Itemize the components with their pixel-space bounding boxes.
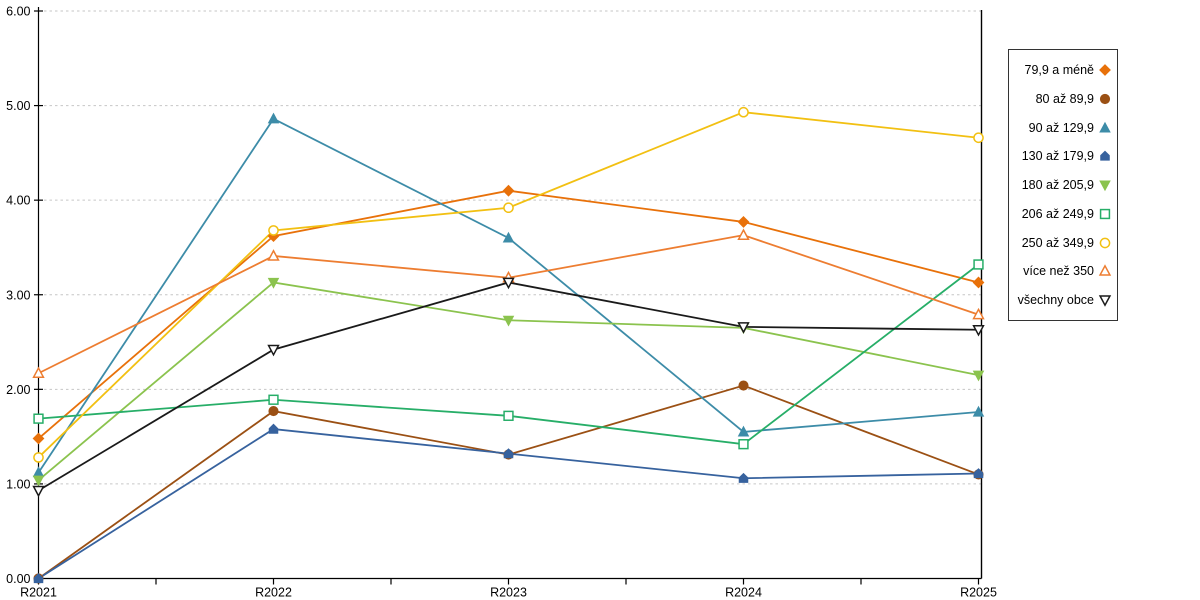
data-point-80-a-89-9-R2024: [738, 380, 749, 391]
triangle-up-marker-icon: [1098, 264, 1112, 277]
legend-item: všechny obce: [1011, 293, 1112, 307]
data-point-250-a-349-9-R2022: [268, 225, 279, 236]
y-tick-label: 1.00: [6, 477, 30, 491]
triangle-up-glyph: [1099, 121, 1111, 133]
data-point-79-9-a-m-n--R2021: [32, 432, 45, 445]
data-point-v-ce-ne-350-R2025: [972, 307, 985, 320]
circle-glyph: [1099, 237, 1111, 248]
legend-item: 80 až 89,9: [1011, 92, 1112, 106]
data-point-250-a-349-9-R2023: [503, 202, 514, 214]
legend-item-label: 130 až 179,9: [1021, 149, 1094, 164]
x-tick-label: R2023: [490, 586, 527, 600]
y-tick-label: 2.00: [6, 383, 30, 397]
triangle-down-marker-icon: [1098, 295, 1112, 307]
series-line-v-ce-ne-350: [38, 234, 979, 375]
data-point-130-a-179-9-R2025: [973, 468, 984, 479]
data-point-90-a-129-9-R2025: [972, 405, 985, 417]
legend-item-label: 180 až 205,9: [1021, 178, 1094, 192]
data-point-v-echny-obce-R2023: [502, 277, 515, 290]
data-point-v-echny-obce-R2025: [972, 324, 985, 337]
x-tick-label: R2024: [725, 586, 762, 600]
legend-item: 79,9 a méně: [1011, 63, 1112, 77]
triangle-down-glyph: [1098, 295, 1112, 307]
data-point-130-a-179-9-R2023: [503, 448, 514, 459]
circle-marker-icon: [1099, 93, 1111, 104]
legend-item: 206 až 249,9: [1011, 207, 1112, 221]
data-point-180-a-205-9-R2025: [972, 370, 985, 382]
circle-glyph: [1099, 93, 1111, 104]
legend-item-label: všechny obce: [1017, 293, 1094, 307]
x-tick-label: R2022: [255, 586, 292, 600]
square-glyph: [1099, 208, 1111, 219]
y-tick-label: 5.00: [6, 99, 30, 113]
data-point-250-a-349-9-R2025: [973, 132, 984, 144]
legend-item: 130 až 179,9: [1011, 149, 1112, 163]
legend-item-label: 206 až 249,9: [1021, 206, 1094, 221]
diamond-glyph: [1099, 64, 1111, 76]
y-tick-label: 0.00: [6, 572, 30, 586]
data-point-180-a-205-9-R2021: [32, 475, 45, 487]
data-point-79-9-a-m-n--R2025: [972, 276, 985, 289]
data-point-80-a-89-9-R2022: [268, 406, 279, 417]
data-point-79-9-a-m-n--R2023: [502, 184, 515, 197]
data-point-206-a-249-9-R2023: [503, 410, 514, 421]
diamond-marker-icon: [1099, 64, 1111, 76]
pentagon-marker-icon: [1100, 150, 1110, 161]
data-point-206-a-249-9-R2021: [33, 413, 44, 424]
legend: 79,9 a méně 80 až 89,9 90 až 129,9 130 až 1…: [1008, 49, 1118, 321]
triangle-up-marker-icon: [1099, 121, 1111, 133]
data-point-180-a-205-9-R2023: [502, 315, 515, 327]
data-point-130-a-179-9-R2021: [33, 573, 44, 584]
data-point-206-a-249-9-R2022: [268, 394, 279, 405]
data-point-90-a-129-9-R2022: [267, 112, 280, 124]
data-point-206-a-249-9-R2025: [973, 259, 984, 270]
legend-item-label: 79,9 a méně: [1024, 63, 1095, 77]
data-point-v-echny-obce-R2024: [737, 322, 750, 334]
legend-item: více než 350: [1011, 264, 1112, 278]
circle-marker-icon: [1099, 237, 1111, 248]
x-tick-label: R2025: [960, 586, 997, 600]
data-point-v-ce-ne-350-R2022: [267, 249, 280, 261]
data-point-130-a-179-9-R2022: [268, 423, 279, 434]
x-tick-label: R2021: [20, 586, 57, 600]
y-tick-label: 4.00: [6, 194, 30, 208]
data-point-79-9-a-m-n--R2024: [737, 216, 750, 228]
triangle-down-marker-icon: [1099, 180, 1111, 192]
legend-item-label: 90 až 129,9: [1028, 120, 1094, 135]
data-point-250-a-349-9-R2021: [33, 452, 44, 463]
series-line-79-9-a-m-n-: [37, 189, 979, 440]
legend-item: 180 až 205,9: [1011, 178, 1112, 192]
legend-item-label: 250 až 349,9: [1021, 235, 1094, 250]
square-marker-icon: [1099, 208, 1111, 219]
data-point-206-a-249-9-R2024: [738, 439, 749, 450]
data-point-130-a-179-9-R2024: [738, 472, 749, 483]
triangle-up-glyph: [1098, 264, 1112, 277]
legend-item-label: 80 až 89,9: [1035, 91, 1094, 106]
pentagon-glyph: [1100, 150, 1110, 161]
y-tick-label: 3.00: [6, 288, 30, 302]
legend-item-label: více než 350: [1023, 264, 1094, 279]
data-point-90-a-129-9-R2024: [737, 425, 750, 437]
data-point-v-echny-obce-R2022: [267, 344, 280, 357]
triangle-down-glyph: [1099, 180, 1111, 192]
data-point-250-a-349-9-R2024: [738, 106, 749, 118]
legend-item: 90 až 129,9: [1011, 121, 1112, 135]
data-point-v-echny-obce-R2021: [32, 485, 45, 498]
data-point-90-a-129-9-R2023: [502, 231, 515, 243]
data-point-v-ce-ne-350-R2024: [737, 228, 750, 240]
data-point-180-a-205-9-R2022: [267, 277, 280, 289]
data-point-v-ce-ne-350-R2021: [32, 366, 45, 379]
legend-item: 250 až 349,9: [1011, 236, 1112, 250]
y-tick-label: 6.00: [6, 5, 30, 19]
